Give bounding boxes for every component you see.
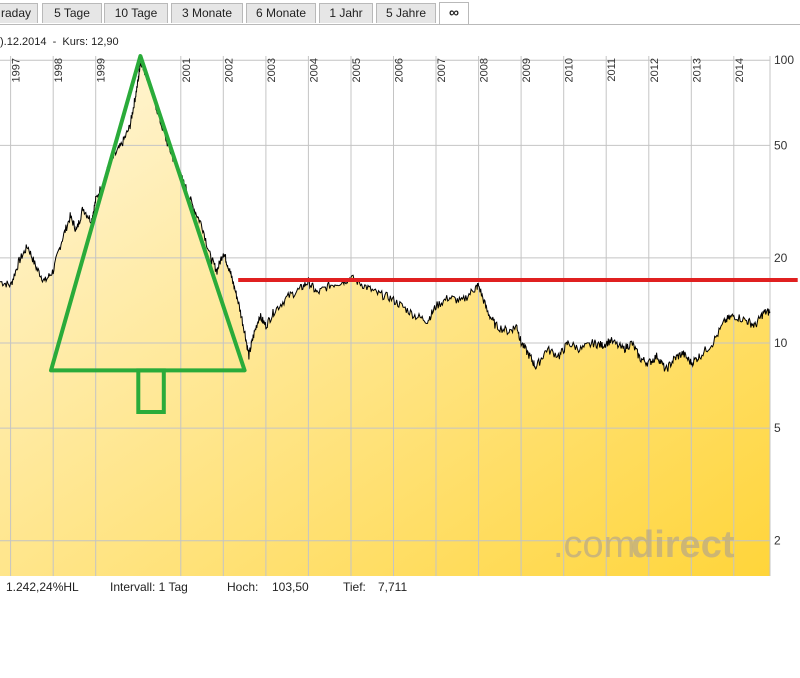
quote-subtitle: ).12.2014 - Kurs: 12,90: [0, 36, 119, 48]
high-value: 103,50: [272, 580, 309, 594]
x-tick-label: 2006: [394, 58, 406, 82]
x-tick-label: 2004: [308, 58, 320, 82]
y-tick-label: 100: [774, 53, 794, 67]
low-value: 7,711: [378, 580, 408, 594]
x-tick-label: 2003: [266, 58, 278, 82]
tab-5-tage[interactable]: 5 Tage: [42, 3, 102, 23]
tab-6-monate[interactable]: 6 Monate: [246, 3, 316, 23]
tab-all-time[interactable]: ∞: [439, 2, 469, 24]
tab-3-monate[interactable]: 3 Monate: [171, 3, 243, 23]
watermark-suffix: direct: [631, 524, 735, 566]
y-tick-label: 5: [774, 421, 781, 435]
x-tick-label: 2010: [564, 58, 576, 82]
tab-5-jahre[interactable]: 5 Jahre: [376, 3, 436, 23]
x-tick-label: 2009: [521, 58, 533, 82]
x-tick-label: 1997: [11, 58, 23, 82]
price-chart: 1997 1998 1999 2001 2002 2003 2004 2005 2006 2007…: [0, 53, 798, 577]
low-label: Tief:: [343, 580, 366, 594]
y-tick-label: 10: [774, 336, 788, 350]
x-tick-label: 2001: [181, 58, 193, 82]
x-tick-label: 2011: [606, 58, 618, 82]
x-tick-label: 1998: [53, 58, 65, 82]
price-area-fill: [0, 60, 770, 577]
tab-10-tage[interactable]: 10 Tage: [104, 3, 168, 23]
x-tick-label: 2013: [691, 58, 703, 82]
performance-text: 1.242,24%HL: [6, 580, 79, 594]
x-tick-label: 1999: [96, 58, 108, 82]
y-tick-label: 20: [774, 251, 788, 265]
x-tick-label: 2005: [351, 58, 363, 82]
interval-text: Intervall: 1 Tag: [110, 580, 188, 594]
watermark-prefix: .com: [553, 524, 635, 566]
x-tick-label: 2012: [649, 58, 661, 82]
timeframe-tabs: raday 5 Tage 10 Tage 3 Monate 6 Monate 1…: [0, 0, 800, 25]
y-tick-label: 50: [774, 138, 788, 152]
y-tick-label: 2: [774, 534, 781, 548]
x-tick-label: 2014: [734, 58, 746, 82]
tab-intraday[interactable]: raday: [0, 3, 38, 23]
x-tick-label: 2002: [223, 58, 235, 82]
chart-footer: 1.242,24%HL Intervall: 1 Tag Hoch: 103,5…: [0, 580, 800, 598]
tab-1-jahr[interactable]: 1 Jahr: [319, 3, 373, 23]
x-tick-label: 2008: [479, 58, 491, 82]
price-line: [0, 60, 771, 372]
trunk-annotation: [136, 368, 166, 414]
high-label: Hoch:: [227, 580, 259, 594]
x-tick-label: 2007: [436, 58, 448, 82]
